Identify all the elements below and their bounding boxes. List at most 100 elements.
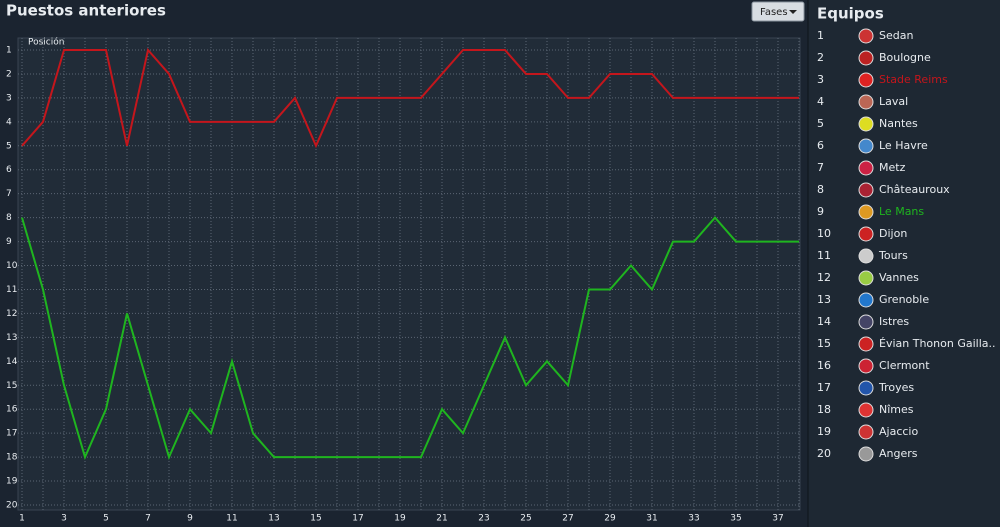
x-tick-label: 11 <box>226 514 237 524</box>
x-tick-label: 9 <box>187 514 193 524</box>
y-tick-label: 5 <box>6 141 12 151</box>
team-badge <box>858 358 874 374</box>
team-name: Boulogne <box>879 51 931 64</box>
team-rank: 4 <box>817 95 824 108</box>
team-rank: 13 <box>817 293 831 306</box>
y-tick-label: 20 <box>6 501 18 511</box>
x-tick-label: 33 <box>688 514 699 524</box>
team-badge <box>858 28 874 44</box>
y-tick-label: 16 <box>6 405 18 415</box>
team-name: Metz <box>879 161 906 174</box>
x-tick-label: 15 <box>310 514 321 524</box>
team-badge <box>858 248 874 264</box>
y-axis-label: Posición <box>28 37 64 48</box>
y-tick-label: 19 <box>6 477 18 487</box>
team-badge <box>858 116 874 132</box>
team-badge <box>858 226 874 242</box>
team-name: Sedan <box>879 29 913 42</box>
team-badge <box>858 336 874 352</box>
x-tick-label: 5 <box>103 514 109 524</box>
y-tick-label: 2 <box>6 69 12 79</box>
team-name: Évian Thonon Gailla.. <box>879 337 995 350</box>
x-tick-label: 7 <box>145 514 151 524</box>
team-rank: 16 <box>817 359 831 372</box>
team-name: Grenoble <box>879 293 929 306</box>
team-rank: 17 <box>817 381 831 394</box>
y-tick-label: 3 <box>6 93 12 103</box>
y-tick-label: 7 <box>6 189 12 199</box>
team-rank: 20 <box>817 447 831 460</box>
y-tick-label: 6 <box>6 165 12 175</box>
y-tick-label: 1 <box>6 46 12 56</box>
x-tick-label: 3 <box>61 514 67 524</box>
y-tick-label: 12 <box>6 309 17 319</box>
page-title: Puestos anteriores <box>6 2 166 20</box>
team-rank: 2 <box>817 51 824 64</box>
team-rank: 11 <box>817 249 831 262</box>
team-name: Châteauroux <box>879 183 950 196</box>
team-badge <box>858 138 874 154</box>
y-tick-label: 18 <box>6 453 18 463</box>
team-badge <box>858 314 874 330</box>
team-name: Troyes <box>878 381 914 394</box>
team-name: Tours <box>878 249 908 262</box>
y-tick-label: 9 <box>6 237 12 247</box>
x-tick-label: 29 <box>604 514 616 524</box>
x-tick-label: 21 <box>436 514 447 524</box>
team-name: Istres <box>879 315 909 328</box>
x-tick-label: 13 <box>268 514 279 524</box>
x-tick-label: 19 <box>394 514 406 524</box>
team-rank: 12 <box>817 271 831 284</box>
team-badge <box>858 50 874 66</box>
x-tick-label: 1 <box>19 514 25 524</box>
phase-button[interactable] <box>751 1 805 22</box>
y-tick-label: 8 <box>6 213 12 223</box>
team-badge <box>858 402 874 418</box>
y-tick-label: 11 <box>6 285 17 295</box>
x-tick-label: 27 <box>562 514 573 524</box>
series-line <box>21 216 799 461</box>
y-tick-label: 14 <box>6 357 18 367</box>
team-rank: 15 <box>817 337 831 350</box>
x-tick-label: 25 <box>520 514 531 524</box>
team-name: Vannes <box>879 271 919 284</box>
y-tick-label: 17 <box>6 429 17 439</box>
team-name: Clermont <box>879 359 930 372</box>
team-badge <box>858 424 874 440</box>
team-rank: 18 <box>817 403 831 416</box>
team-name: Nîmes <box>879 403 914 416</box>
y-tick-label: 13 <box>6 333 17 343</box>
team-rank: 7 <box>817 161 824 174</box>
x-tick-label: 35 <box>730 514 741 524</box>
team-name: Nantes <box>879 117 918 130</box>
team-badge <box>858 94 874 110</box>
team-badge <box>858 380 874 396</box>
phase-button-label[interactable]: Fases <box>760 7 788 18</box>
y-tick-label: 10 <box>6 261 18 271</box>
team-rank: 19 <box>817 425 831 438</box>
team-name: Laval <box>879 95 908 108</box>
team-name: Dijon <box>879 227 907 240</box>
team-rank: 5 <box>817 117 824 130</box>
y-tick-label: 15 <box>6 381 17 391</box>
legend-entry: Le Mans <box>879 205 924 218</box>
team-badge <box>858 72 874 88</box>
y-tick-label: 4 <box>6 117 12 127</box>
dropdown-arrow[interactable] <box>789 10 797 14</box>
team-badge <box>858 270 874 286</box>
x-tick-label: 37 <box>772 514 783 524</box>
team-rank: 8 <box>817 183 824 196</box>
team-name: Angers <box>879 447 918 460</box>
legend-entry: Stade Reims <box>879 73 948 86</box>
panel-title: Equipos <box>817 5 884 23</box>
team-rank: 9 <box>817 205 824 218</box>
team-badge <box>858 160 874 176</box>
team-name: Ajaccio <box>879 425 918 438</box>
team-rank: 10 <box>817 227 831 240</box>
x-tick-label: 31 <box>646 514 657 524</box>
team-name: Le Havre <box>879 139 928 152</box>
team-rank: 3 <box>817 73 824 86</box>
team-badge <box>858 446 874 462</box>
